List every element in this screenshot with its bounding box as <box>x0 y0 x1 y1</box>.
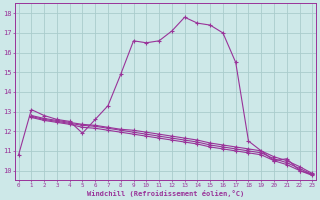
X-axis label: Windchill (Refroidissement éolien,°C): Windchill (Refroidissement éolien,°C) <box>87 190 244 197</box>
